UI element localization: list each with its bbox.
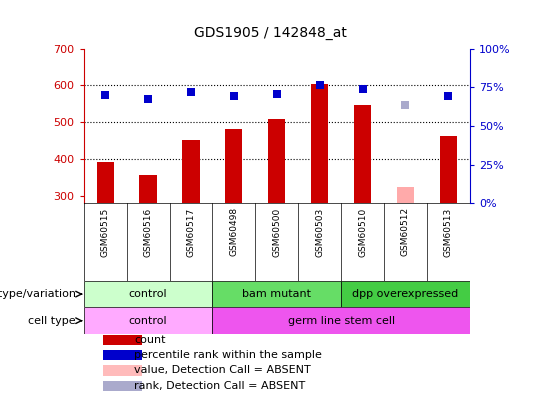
Text: germ line stem cell: germ line stem cell [287, 316, 395, 326]
Point [315, 82, 324, 89]
Text: rank, Detection Call = ABSENT: rank, Detection Call = ABSENT [134, 381, 305, 390]
Text: GSM60512: GSM60512 [401, 207, 410, 256]
Text: bam mutant: bam mutant [242, 289, 311, 299]
Text: control: control [129, 316, 167, 326]
Bar [268, 119, 285, 203]
Bar [103, 381, 141, 390]
Bar [212, 307, 470, 334]
Text: GSM60515: GSM60515 [100, 207, 110, 256]
Bar [212, 281, 341, 307]
Text: percentile rank within the sample: percentile rank within the sample [134, 350, 322, 360]
Bar [103, 365, 141, 375]
Bar [139, 175, 157, 203]
Text: cell type: cell type [29, 316, 76, 326]
Text: GSM60510: GSM60510 [358, 207, 367, 256]
Text: genotype/variation: genotype/variation [0, 289, 76, 299]
Text: GSM60517: GSM60517 [186, 207, 195, 256]
Text: dpp overexpressed: dpp overexpressed [352, 289, 458, 299]
Bar [311, 84, 328, 203]
Point [230, 92, 238, 99]
Bar [84, 307, 212, 334]
Text: GSM60500: GSM60500 [272, 207, 281, 256]
Bar [183, 140, 200, 203]
Point [444, 92, 453, 99]
Bar [97, 162, 114, 203]
Text: GSM60513: GSM60513 [444, 207, 453, 256]
Bar [103, 350, 141, 360]
Bar [440, 136, 457, 203]
Bar [397, 187, 414, 203]
Text: value, Detection Call = ABSENT: value, Detection Call = ABSENT [134, 365, 310, 375]
Text: GSM60503: GSM60503 [315, 207, 324, 256]
Text: GSM60516: GSM60516 [144, 207, 153, 256]
Text: count: count [134, 335, 165, 345]
Text: GSM60498: GSM60498 [230, 207, 238, 256]
Text: GDS1905 / 142848_at: GDS1905 / 142848_at [193, 26, 347, 40]
Point [144, 96, 152, 103]
Bar [341, 281, 470, 307]
Point [358, 86, 367, 92]
Point [273, 90, 281, 97]
Point [401, 101, 410, 108]
Bar [103, 335, 141, 345]
Point [187, 88, 195, 95]
Bar [354, 104, 371, 203]
Bar [84, 281, 212, 307]
Bar [225, 129, 242, 203]
Point [101, 92, 110, 99]
Text: control: control [129, 289, 167, 299]
